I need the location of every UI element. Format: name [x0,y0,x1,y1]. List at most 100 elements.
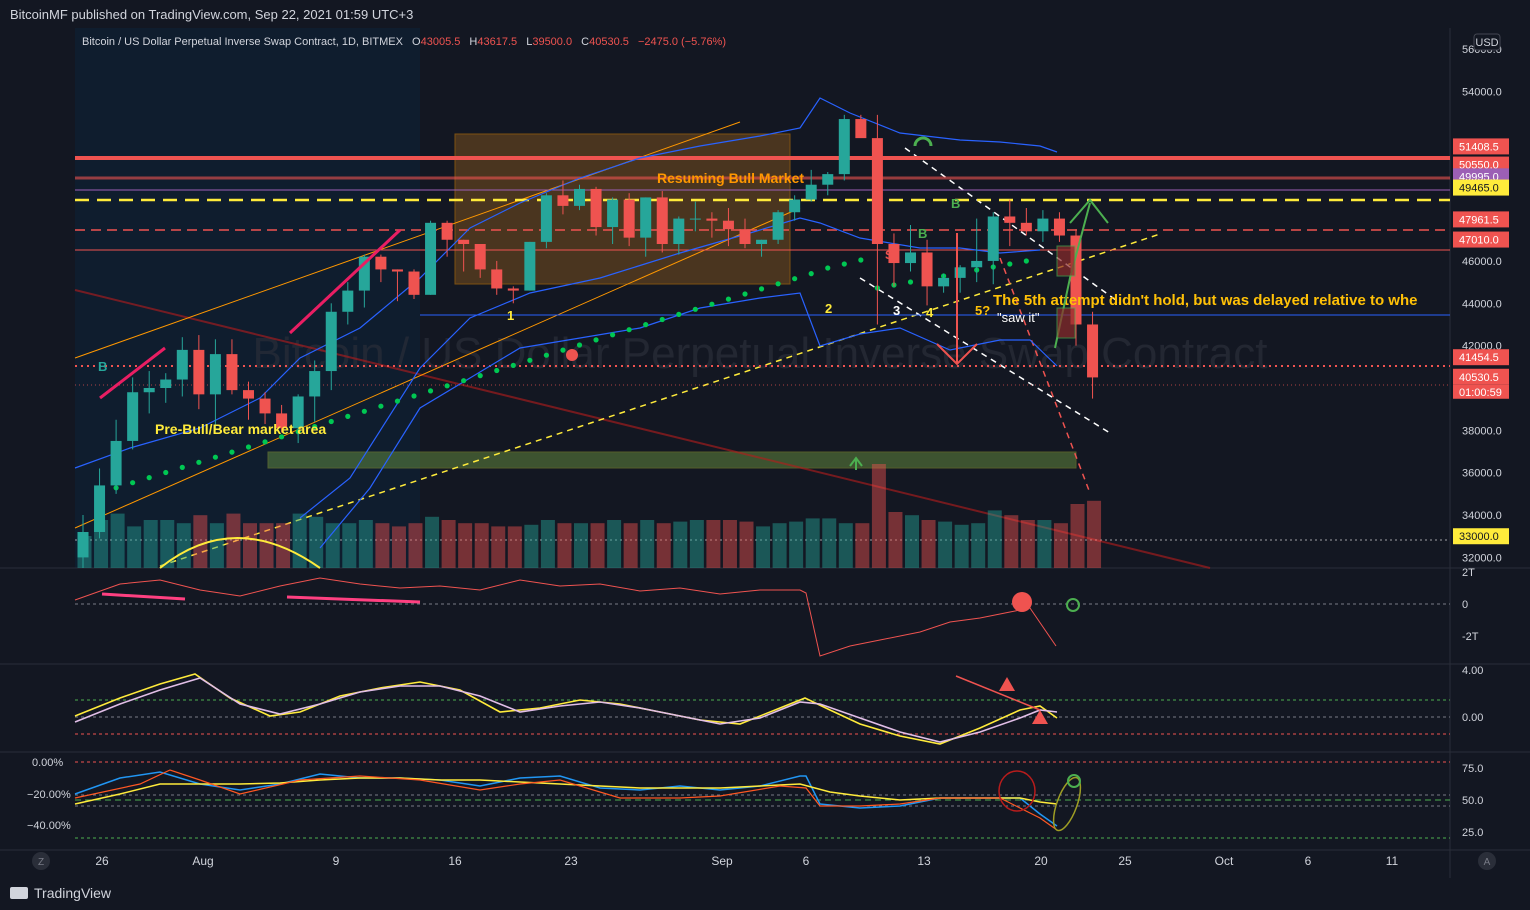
candle-body [474,244,486,270]
candle [871,114,883,325]
rsi-axis-75: 75.0 [1462,763,1483,775]
time-axis[interactable]: 26 Aug 9 16 23 Sep 6 13 20 25 Oct 6 11 [95,854,1398,868]
dot-marker [543,352,550,358]
rsi-left-axis-20: −20.00% [27,789,71,801]
candle-body [226,354,238,391]
dot-marker [312,424,318,430]
candle-body [557,195,569,206]
currency-button[interactable] [1473,33,1501,51]
candle-body [507,288,519,291]
dot-marker [262,439,268,445]
volume-bar [375,523,390,568]
legend-open: 43005.5 [421,36,461,48]
volume-bar [176,523,191,568]
candle-body [789,199,801,213]
candle [491,260,503,295]
candle [987,212,999,285]
candle-body [1004,216,1016,223]
dot-marker [676,311,682,317]
stoch-axis-4: 4.00 [1462,665,1483,677]
osc1-line [74,577,1057,657]
candle-body [971,260,983,268]
legend-symbol: Bitcoin / US Dollar Perpetual Inverse Sw… [82,36,404,48]
volume-bar [342,523,357,568]
candle-body [938,277,950,287]
candle-body [954,267,966,278]
dot-marker [576,342,583,348]
volume-bar [640,520,655,568]
volume-bar [772,523,787,568]
volume-bar [226,513,241,568]
volume-bar [1004,515,1019,568]
candle [1004,199,1016,247]
rsi-circle-annotation [998,770,1036,812]
dot-marker [560,347,566,353]
dot-marker [725,296,732,302]
stoch-d-line [74,677,1058,743]
osc1-axis-neg2T: -2T [1462,631,1479,643]
volume-bar [425,516,440,568]
candle-body [689,218,701,220]
candle-body [209,354,221,395]
annotation-resuming: Resuming Bull Market [657,170,804,186]
volume-bar [673,521,688,568]
volume-bar [358,520,373,568]
z-button[interactable] [32,852,50,870]
candle [325,303,337,391]
price-axis-label: 34000.0 [1462,510,1502,522]
price-tag-label: 40530.5 [1459,372,1499,384]
candle [656,191,668,253]
price-tag-label: 47961.5 [1459,214,1499,226]
candle [160,373,172,403]
volume-bar [590,523,605,568]
dot-marker [130,480,136,486]
volume-bar [954,524,969,568]
tradingview-logo[interactable]: TradingView [10,885,111,901]
buy-signal-b2: B [918,226,927,241]
countdown-tag [1453,384,1509,399]
support-up-arrow-icon [849,456,863,470]
channel-lower [74,207,801,529]
volume-bar [209,523,224,568]
dot-marker [444,383,450,389]
time-axis-label: 23 [564,854,578,868]
candle [458,239,470,272]
candle [722,208,734,247]
candle [425,220,437,295]
volume-bar [905,515,919,568]
price-axis[interactable]: 56000.054000.051408.550550.049995.049465… [1453,44,1509,564]
candle-body [640,197,652,238]
volume-bar [143,520,158,568]
candle-body [987,216,999,261]
chart[interactable]: Bitcoin / US Dollar Perpetual Inverse Sw… [0,28,1530,878]
candle-body [391,269,403,272]
time-axis-label: Sep [711,854,733,868]
dot-marker [179,464,185,470]
candle [259,392,271,424]
candle-body [292,396,304,429]
tradingview-label: TradingView [34,885,112,901]
sell-signal-s: S [885,248,893,262]
candle [557,180,569,215]
candle [309,360,321,422]
upper-band [74,97,1058,469]
pre-bull-shaded-area [75,28,420,568]
dot-marker [858,257,864,263]
candle [209,339,221,431]
candle-body [408,271,420,295]
dot-marker [659,316,665,323]
candle-body [425,222,437,295]
candle-body [921,252,933,287]
candle-body [772,212,784,240]
volume-bar [160,520,175,568]
candle-body [94,485,106,532]
candle [110,419,122,494]
candle [276,404,288,433]
price-tag-label: 49465.0 [1459,183,1499,195]
volume-bar [540,520,555,568]
a-button[interactable] [1478,852,1496,870]
volume-bar [1037,520,1052,568]
price-axis-label: 32000.0 [1462,552,1502,564]
candle-body [1037,218,1049,232]
dot-marker [394,398,401,404]
